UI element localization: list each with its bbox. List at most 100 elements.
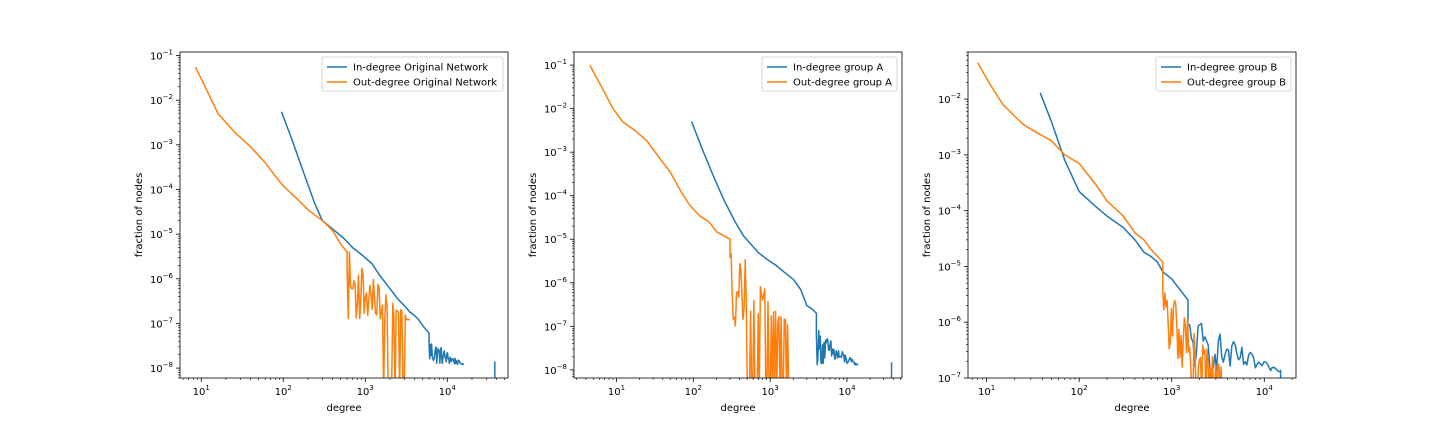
y-axis-label: fraction of nodes xyxy=(922,173,933,258)
y-tick-exp: −4 xyxy=(557,189,568,197)
x-tick-exp: 4 xyxy=(851,384,856,392)
y-tick-exp: −4 xyxy=(951,204,962,212)
y-tick-label: 10−7 xyxy=(150,316,173,330)
x-tick-label: 101 xyxy=(193,384,210,398)
y-tick-label: 10−7 xyxy=(544,319,567,333)
y-tick-label: 10−5 xyxy=(938,259,961,273)
axes-frame xyxy=(967,51,1297,379)
x-tick-exp: 1 xyxy=(621,384,625,392)
y-axis-label: fraction of nodes xyxy=(134,173,145,258)
x-tick-base: 10 xyxy=(357,387,370,398)
x-tick-exp: 3 xyxy=(774,384,778,392)
series-out-degree-line xyxy=(589,64,790,378)
y-tick-base: 10 xyxy=(544,148,557,159)
x-tick-exp: 3 xyxy=(1176,384,1180,392)
y-tick-base: 10 xyxy=(544,366,557,377)
y-tick-label: 10−5 xyxy=(150,227,173,241)
chart-panel-1: 101 102 103 10410−810−710−610−510−410−310−2… xyxy=(134,49,509,414)
y-tick-exp: −5 xyxy=(557,232,567,240)
x-tick-exp: 3 xyxy=(369,384,373,392)
x-tick-label: 104 xyxy=(838,384,856,398)
y-tick-exp: −1 xyxy=(557,58,567,66)
x-tick-label: 103 xyxy=(762,384,779,398)
x-tick-base: 10 xyxy=(439,387,452,398)
x-tick-exp: 1 xyxy=(991,384,995,392)
y-axis-label: fraction of nodes xyxy=(528,173,539,258)
x-axis-label: degree xyxy=(326,403,361,414)
x-tick-exp: 1 xyxy=(205,384,209,392)
x-tick-label: 102 xyxy=(1071,384,1088,398)
x-tick-base: 10 xyxy=(608,387,621,398)
legend: In-degree group A Out-degree group A xyxy=(761,56,898,92)
x-tick-label: 101 xyxy=(608,384,625,398)
y-tick-base: 10 xyxy=(544,235,557,246)
x-tick-exp: 2 xyxy=(697,384,701,392)
y-tick-exp: −7 xyxy=(951,371,961,379)
legend-entry-label: In-degree group B xyxy=(1187,63,1277,74)
y-tick-base: 10 xyxy=(544,61,557,72)
y-tick-label: 10−1 xyxy=(544,58,567,72)
y-tick-label: 10−4 xyxy=(544,189,568,203)
y-tick-exp: −8 xyxy=(557,363,567,371)
y-tick-exp: −2 xyxy=(163,93,173,101)
y-tick-exp: −2 xyxy=(951,92,961,100)
y-tick-label: 10−6 xyxy=(150,272,174,286)
y-tick-label: 10−3 xyxy=(150,138,173,152)
y-tick-base: 10 xyxy=(938,207,951,218)
x-axis-label: degree xyxy=(720,403,755,414)
series-path xyxy=(1039,92,1281,373)
y-tick-base: 10 xyxy=(938,151,951,162)
y-tick-base: 10 xyxy=(150,319,163,330)
x-tick-label: 103 xyxy=(1163,384,1180,398)
x-tick-base: 10 xyxy=(1256,387,1269,398)
y-tick-base: 10 xyxy=(150,185,163,196)
y-tick-label: 10−3 xyxy=(938,148,961,162)
y-tick-label: 10−3 xyxy=(544,145,567,159)
y-tick-base: 10 xyxy=(544,105,557,116)
axes-frame xyxy=(573,51,903,379)
x-tick-label: 101 xyxy=(978,384,995,398)
legend-frame xyxy=(1155,56,1292,92)
y-tick-exp: −5 xyxy=(163,227,173,235)
y-tick-base: 10 xyxy=(938,262,951,273)
legend-frame xyxy=(321,56,504,92)
y-tick-label: 10−2 xyxy=(150,93,173,107)
y-tick-label: 10−7 xyxy=(938,371,961,385)
y-tick-exp: −6 xyxy=(163,272,174,280)
legend-frame xyxy=(761,56,898,92)
x-tick-label: 102 xyxy=(685,384,702,398)
legend-entry-label: Out-degree group B xyxy=(1187,78,1286,89)
y-tick-label: 10−2 xyxy=(544,102,567,116)
x-tick-base: 10 xyxy=(978,387,991,398)
series-path xyxy=(589,64,790,378)
legend-entry-label: Out-degree Original Network xyxy=(353,78,497,89)
x-tick-base: 10 xyxy=(1163,387,1176,398)
series-path xyxy=(976,62,1223,378)
y-tick-label: 10−4 xyxy=(938,204,962,218)
y-tick-label: 10−8 xyxy=(150,361,173,375)
x-tick-base: 10 xyxy=(838,387,851,398)
y-tick-base: 10 xyxy=(150,52,163,63)
y-tick-exp: −3 xyxy=(951,148,961,156)
y-tick-exp: −5 xyxy=(951,259,961,267)
x-tick-base: 10 xyxy=(275,387,288,398)
y-tick-label: 10−8 xyxy=(544,363,567,377)
y-tick-exp: −1 xyxy=(163,49,173,57)
x-tick-base: 10 xyxy=(685,387,698,398)
y-tick-label: 10−6 xyxy=(938,315,962,329)
legend-entry-label: In-degree group A xyxy=(793,63,883,74)
y-tick-exp: −2 xyxy=(557,102,567,110)
y-tick-base: 10 xyxy=(544,322,557,333)
series-path xyxy=(280,111,465,366)
y-tick-base: 10 xyxy=(938,374,951,385)
chart-panel-3: 101 102 103 10410−710−610−510−410−310−2degr… xyxy=(922,51,1297,414)
y-tick-exp: −8 xyxy=(163,361,173,369)
y-tick-exp: −7 xyxy=(163,316,173,324)
legend: In-degree Original Network Out-degree Ori… xyxy=(321,56,504,92)
y-tick-base: 10 xyxy=(544,279,557,290)
y-tick-label: 10−6 xyxy=(544,276,568,290)
x-tick-label: 104 xyxy=(1256,384,1274,398)
y-tick-exp: −7 xyxy=(557,319,567,327)
y-tick-base: 10 xyxy=(150,230,163,241)
series-in-degree-line xyxy=(690,121,893,378)
